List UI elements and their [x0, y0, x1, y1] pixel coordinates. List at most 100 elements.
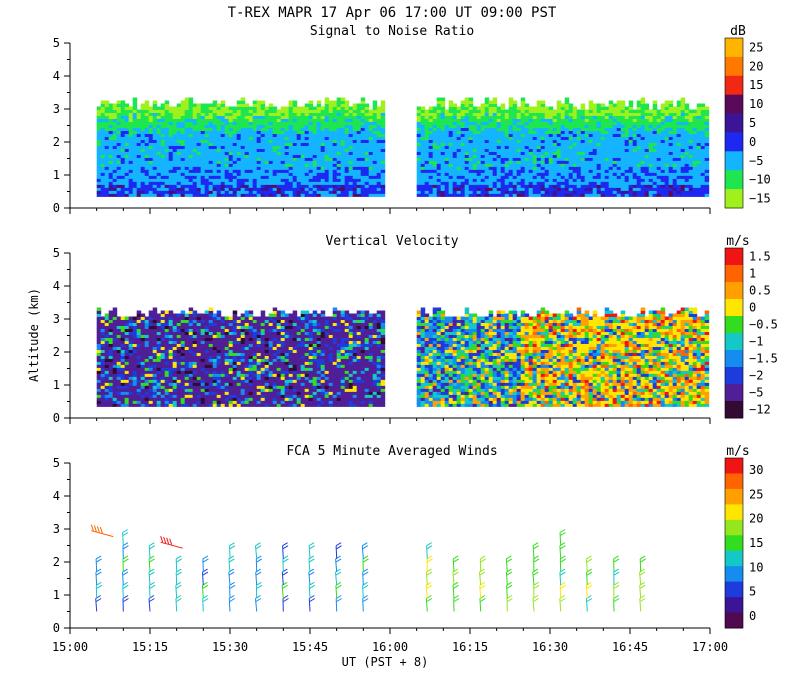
heatmap-cell: [248, 133, 254, 137]
heatmap-cell: [428, 115, 434, 119]
heatmap-cell: [452, 130, 458, 134]
heatmap-cell: [648, 133, 654, 137]
heatmap-cell: [500, 160, 506, 164]
heatmap-cell: [100, 343, 106, 347]
heatmap-cell: [552, 121, 558, 125]
heatmap-cell: [572, 112, 578, 116]
heatmap-cell: [124, 391, 130, 395]
heatmap-cell: [248, 124, 254, 128]
heatmap-cell: [464, 151, 470, 155]
heatmap-cell: [620, 148, 626, 152]
heatmap-cell: [236, 115, 242, 119]
heatmap-cell: [160, 124, 166, 128]
heatmap-cell: [240, 130, 246, 134]
heatmap-cell: [512, 181, 518, 185]
heatmap-cell: [688, 184, 694, 188]
heatmap-cell: [100, 163, 106, 167]
heatmap-cell: [704, 157, 710, 161]
heatmap-cell: [312, 190, 318, 194]
heatmap-cell: [108, 148, 114, 152]
heatmap-cell: [508, 106, 514, 110]
heatmap-cell: [240, 124, 246, 128]
heatmap-cell: [244, 103, 250, 107]
heatmap-cell: [468, 142, 474, 146]
heatmap-cell: [604, 151, 610, 155]
heatmap-cell: [612, 193, 618, 197]
heatmap-cell: [604, 187, 610, 191]
heatmap-cell: [248, 181, 254, 185]
heatmap-cell: [544, 139, 550, 143]
heatmap-cell: [176, 175, 182, 179]
heatmap-cell: [700, 103, 706, 107]
heatmap-cell: [320, 148, 326, 152]
heatmap-cell: [212, 181, 218, 185]
heatmap-cell: [440, 142, 446, 146]
heatmap-cell: [276, 181, 282, 185]
heatmap-cell: [372, 169, 378, 173]
heatmap-cell: [100, 391, 106, 395]
heatmap-cell: [512, 130, 518, 134]
heatmap-cell: [236, 169, 242, 173]
heatmap-cell: [476, 106, 482, 110]
heatmap-cell: [548, 121, 554, 125]
heatmap-cell: [456, 172, 462, 176]
heatmap-cell: [332, 112, 338, 116]
heatmap-cell: [244, 175, 250, 179]
heatmap-cell: [532, 142, 538, 146]
heatmap-cell: [452, 184, 458, 188]
y-tick-label: 0: [53, 201, 60, 215]
heatmap-cell: [252, 142, 258, 146]
heatmap-cell: [352, 121, 358, 125]
heatmap-cell: [480, 160, 486, 164]
heatmap-cell: [644, 193, 650, 197]
heatmap-cell: [144, 379, 150, 383]
heatmap-cell: [224, 136, 230, 140]
heatmap-cell: [96, 184, 102, 188]
heatmap-cell: [692, 178, 698, 182]
heatmap-cell: [280, 136, 286, 140]
heatmap-cell: [288, 157, 294, 161]
heatmap-cell: [124, 316, 130, 320]
heatmap-cell: [528, 121, 534, 125]
heatmap-cell: [300, 193, 306, 197]
heatmap-cell: [580, 118, 586, 122]
heatmap-cell: [228, 184, 234, 188]
heatmap-cell: [548, 172, 554, 176]
heatmap-cell: [264, 160, 270, 164]
heatmap-cell: [512, 178, 518, 182]
heatmap-cell: [256, 127, 262, 131]
heatmap-cell: [584, 160, 590, 164]
heatmap-cell: [140, 325, 146, 329]
heatmap-cell: [536, 136, 542, 140]
heatmap-cell: [632, 190, 638, 194]
heatmap-cell: [96, 190, 102, 194]
heatmap-cell: [380, 181, 386, 185]
heatmap-cell: [340, 100, 346, 104]
heatmap-cell: [96, 352, 102, 356]
heatmap-cell: [180, 163, 186, 167]
heatmap-cell: [128, 178, 134, 182]
heatmap-cell: [676, 133, 682, 137]
heatmap-cell: [684, 127, 690, 131]
heatmap-cell: [240, 142, 246, 146]
heatmap-cell: [236, 130, 242, 134]
heatmap-cell: [636, 151, 642, 155]
heatmap-cell: [368, 133, 374, 137]
heatmap-cell: [188, 106, 194, 110]
heatmap-cell: [224, 106, 230, 110]
heatmap-cell: [140, 397, 146, 401]
heatmap-cell: [504, 118, 510, 122]
colorbar-frame: [724, 37, 744, 209]
heatmap-cell: [496, 121, 502, 125]
heatmap-cell: [584, 193, 590, 197]
heatmap-cell: [620, 160, 626, 164]
heatmap-cell: [364, 157, 370, 161]
heatmap-cell: [680, 172, 686, 176]
heatmap-cell: [524, 178, 530, 182]
heatmap-cell: [572, 163, 578, 167]
heatmap-cell: [188, 172, 194, 176]
heatmap-cell: [144, 160, 150, 164]
heatmap-cell: [192, 103, 198, 107]
heatmap-cell: [292, 103, 298, 107]
heatmap-cell: [372, 172, 378, 176]
